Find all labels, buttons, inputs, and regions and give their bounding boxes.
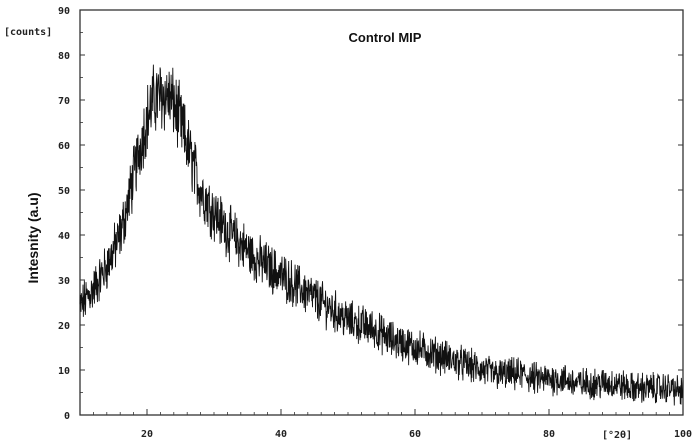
y-unit-label: [counts] [4, 27, 52, 38]
x-tick-label: 100 [674, 429, 692, 440]
xrd-trace-line [79, 64, 684, 406]
y-tick-label: 60 [58, 141, 70, 152]
y-tick-label: 50 [58, 186, 70, 197]
chart-title: Control MIP [349, 30, 422, 45]
y-tick-label: 90 [58, 6, 70, 17]
xrd-trace [79, 64, 684, 406]
y-tick-label: 0 [64, 411, 70, 422]
axes [79, 9, 684, 416]
x-tick-label: 80 [543, 429, 555, 440]
x-tick-label: 60 [409, 429, 421, 440]
y-tick-label: 80 [58, 51, 70, 62]
x-unit-label: [°2θ] [602, 430, 632, 441]
plot-frame [79, 9, 684, 416]
y-tick-label: 20 [58, 321, 70, 332]
x-tick-label: 20 [141, 429, 153, 440]
x-tick-label: 40 [275, 429, 287, 440]
y-axis-label: Intesnity (a.u) [25, 192, 41, 283]
y-tick-label: 10 [58, 366, 70, 377]
y-tick-label: 30 [58, 276, 70, 287]
y-tick-label: 40 [58, 231, 70, 242]
y-tick-label: 70 [58, 96, 70, 107]
labels: 0 10 20 30 40 50 60 70 80 90 20 40 60 80 100 [58, 6, 692, 440]
